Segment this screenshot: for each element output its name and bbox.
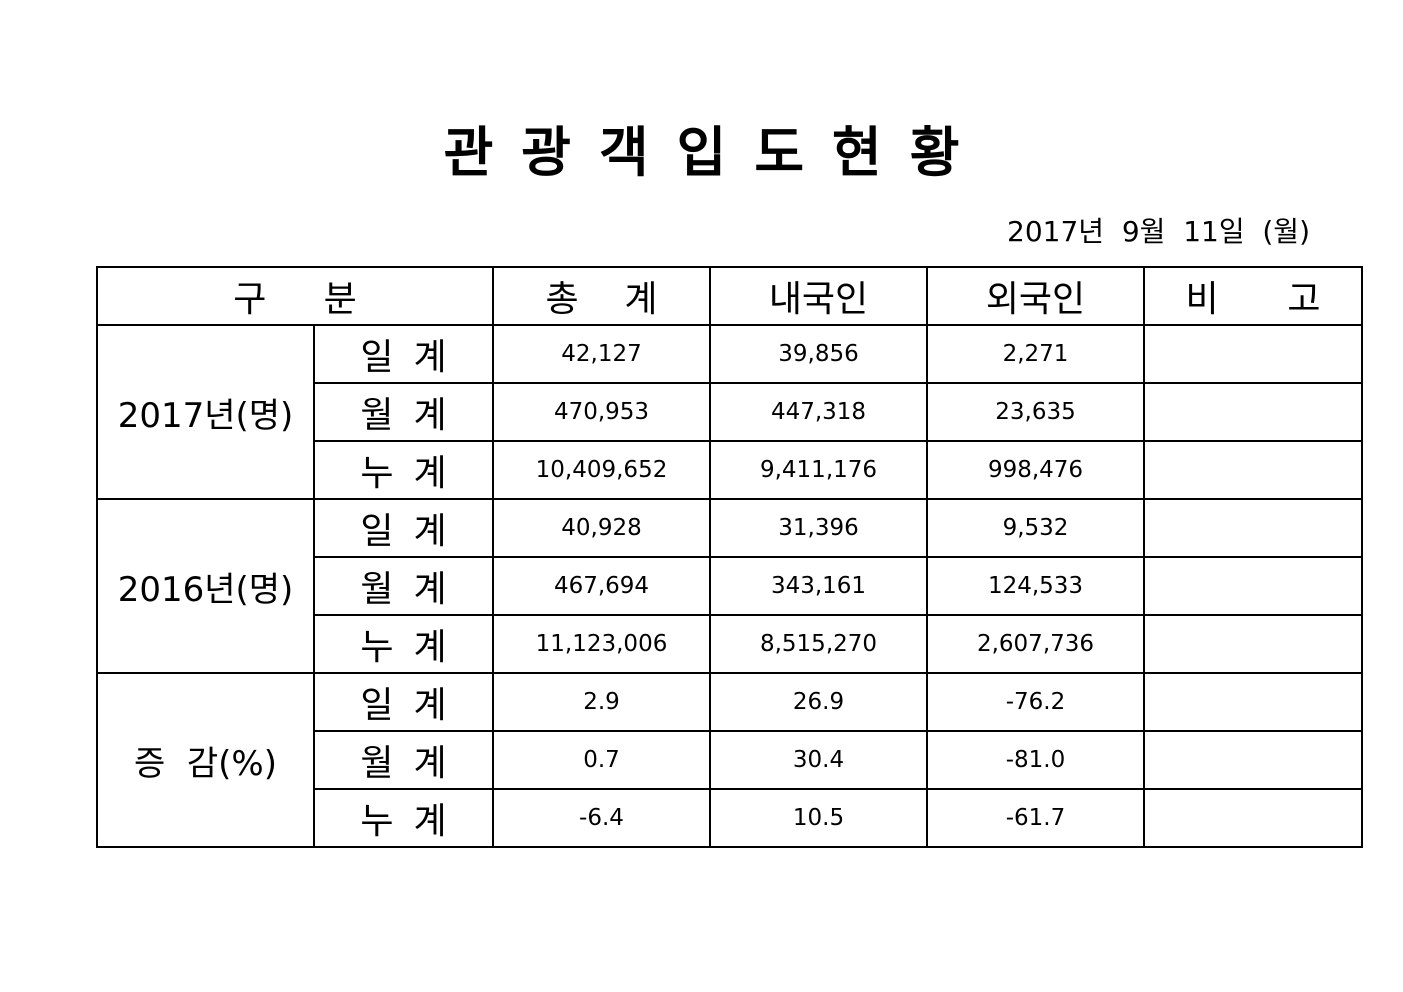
header-foreign: 외국인 <box>926 266 1145 326</box>
cell-domestic: 31,396 <box>709 498 928 558</box>
cell-remarks <box>1143 324 1363 384</box>
group-label-change: 증 감(%) <box>96 672 315 848</box>
header-category: 구 분 <box>96 266 494 326</box>
cell-total: 42,127 <box>492 324 711 384</box>
cell-foreign: 2,607,736 <box>926 614 1145 674</box>
cell-foreign: 23,635 <box>926 382 1145 442</box>
cell-foreign: -81.0 <box>926 730 1145 790</box>
cell-remarks <box>1143 788 1363 848</box>
cell-domestic: 26.9 <box>709 672 928 732</box>
cell-total: 470,953 <box>492 382 711 442</box>
cell-foreign: -61.7 <box>926 788 1145 848</box>
cell-remarks <box>1143 614 1363 674</box>
cell-remarks <box>1143 556 1363 616</box>
cell-remarks <box>1143 440 1363 500</box>
cell-remarks <box>1143 672 1363 732</box>
title-char: 광 <box>521 121 571 184</box>
cell-domestic: 343,161 <box>709 556 928 616</box>
cell-foreign: -76.2 <box>926 672 1145 732</box>
header-domestic: 내국인 <box>709 266 928 326</box>
cell-domestic: 39,856 <box>709 324 928 384</box>
title-char: 입 <box>676 121 727 184</box>
cell-total: -6.4 <box>492 788 711 848</box>
cell-foreign: 2,271 <box>926 324 1145 384</box>
cell-foreign: 998,476 <box>926 440 1145 500</box>
title-char: 관 <box>443 121 494 184</box>
table-header-row: 구 분 총 계 내국인 외국인 비 고 <box>96 266 1363 326</box>
cell-remarks <box>1143 730 1363 790</box>
cell-remarks <box>1143 498 1363 558</box>
cell-domestic: 9,411,176 <box>709 440 928 500</box>
report-date: 2017년 9월 11일 (월) <box>1007 215 1310 248</box>
group-label-2017: 2017년(명) <box>96 324 315 500</box>
cell-domestic: 10.5 <box>709 788 928 848</box>
title-char: 현 <box>832 121 882 184</box>
title-char: 도 <box>754 121 805 184</box>
cell-foreign: 124,533 <box>926 556 1145 616</box>
cell-total: 467,694 <box>492 556 711 616</box>
cell-remarks <box>1143 382 1363 442</box>
title-char: 객 <box>598 121 649 184</box>
cell-total: 2.9 <box>492 672 711 732</box>
cell-domestic: 30.4 <box>709 730 928 790</box>
title-char: 황 <box>909 121 960 184</box>
group-label-2016: 2016년(명) <box>96 498 315 674</box>
cell-domestic: 8,515,270 <box>709 614 928 674</box>
cell-total: 40,928 <box>492 498 711 558</box>
header-total: 총 계 <box>492 266 711 326</box>
header-remarks: 비 고 <box>1143 266 1363 326</box>
cell-foreign: 9,532 <box>926 498 1145 558</box>
cell-total: 11,123,006 <box>492 614 711 674</box>
cell-total: 0.7 <box>492 730 711 790</box>
cell-domestic: 447,318 <box>709 382 928 442</box>
cell-total: 10,409,652 <box>492 440 711 500</box>
